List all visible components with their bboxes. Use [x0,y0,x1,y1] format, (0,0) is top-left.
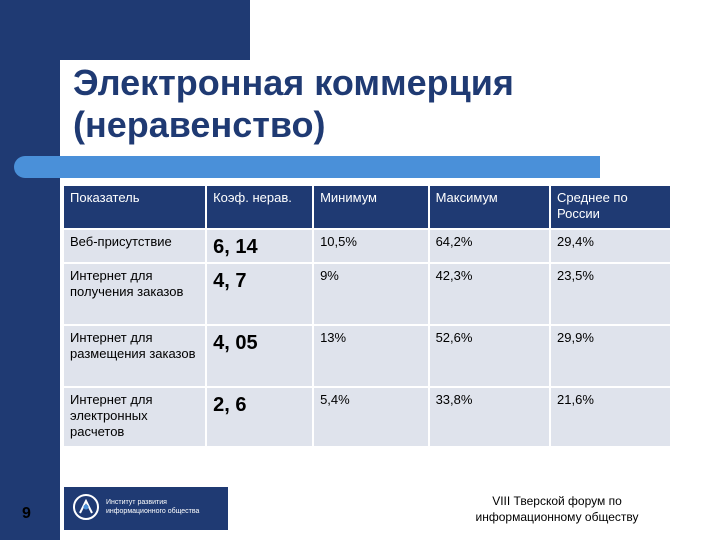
indicator-cell: Интернет для электронных расчетов [64,388,208,448]
indicator-cell: Интернет для получения заказов [64,264,208,326]
table-header-row: Показатель Коэф. нерав. Минимум Максимум… [64,186,672,230]
maximum-cell: 42,3% [429,264,552,326]
average-cell: 21,6% [551,388,672,448]
page-number: 9 [22,505,31,522]
left-decorative-bar [0,0,60,540]
maximum-cell: 64,2% [429,230,552,264]
minimum-cell: 9% [314,264,430,326]
header-coefficient: Коэф. нерав. [207,186,315,230]
indicator-cell: Интернет для размещения заказов [64,326,208,388]
header-russia-average: Среднее по России [551,186,672,230]
footer-forum-text: VIII Тверской форум по информационному о… [475,494,639,524]
logo-line-1: Институт развития [106,499,167,506]
indicator-cell: Веб-присутствие [64,230,208,264]
coefficient-cell: 4, 7 [207,264,315,326]
table-row: Веб-присутствие 6, 14 10,5% 64,2% 29,4% [64,230,672,264]
average-cell: 23,5% [551,264,672,326]
average-cell: 29,4% [551,230,672,264]
header-indicator: Показатель [64,186,208,230]
maximum-cell: 52,6% [429,326,552,388]
table-row: Интернет для размещения заказов 4, 05 13… [64,326,672,388]
institute-logo: Институт развития информационного общест… [64,487,228,530]
accent-bar [14,156,600,178]
logo-text: Институт развития информационного общест… [106,498,199,516]
institute-emblem-icon [73,494,99,520]
logo-line-2: информационного общества [106,508,200,515]
header-minimum: Минимум [314,186,430,230]
slide-title: Электронная коммерция (неравенство) [73,62,514,145]
average-cell: 29,9% [551,326,672,388]
minimum-cell: 10,5% [314,230,430,264]
minimum-cell: 5,4% [314,388,430,448]
header-maximum: Максимум [429,186,552,230]
minimum-cell: 13% [314,326,430,388]
coefficient-cell: 4, 05 [207,326,315,388]
maximum-cell: 33,8% [429,388,552,448]
coefficient-cell: 6, 14 [207,230,315,264]
table-row: Интернет для электронных расчетов 2, 6 5… [64,388,672,448]
coefficient-cell: 2, 6 [207,388,315,448]
top-decorative-block [0,0,250,60]
table-row: Интернет для получения заказов 4, 7 9% 4… [64,264,672,326]
inequality-table: Показатель Коэф. нерав. Минимум Максимум… [64,186,672,448]
